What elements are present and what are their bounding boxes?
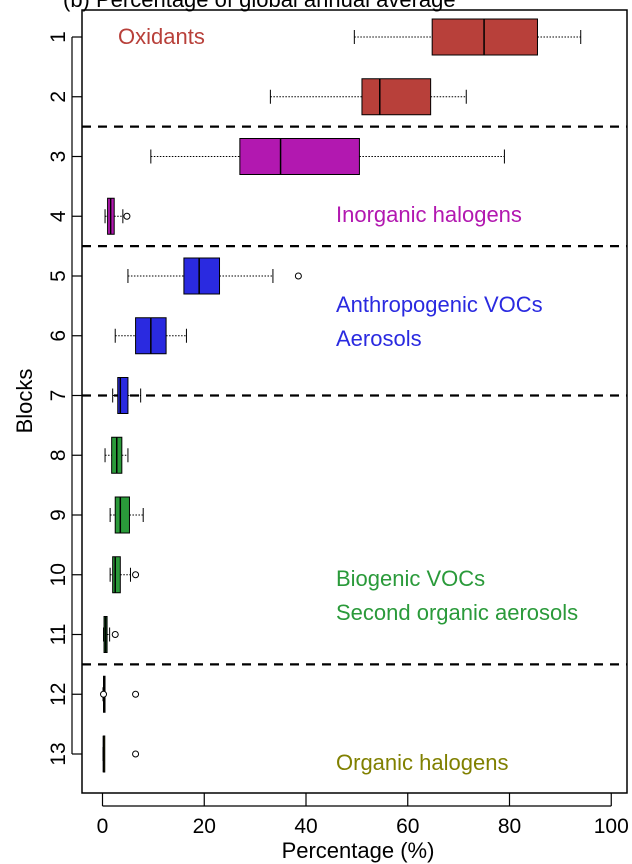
box-block-2 [269,78,467,116]
box-block-7 [112,377,142,414]
group-label: Anthropogenic VOCs [336,292,543,317]
box-iqr [183,257,221,295]
y-axis-label: Blocks [12,369,37,434]
group-label: Inorganic halogens [336,202,522,227]
box-block-10 [109,556,140,594]
x-tick-label: 60 [396,815,419,838]
box-block-12 [100,675,140,713]
group-separators [82,125,627,666]
y-tick-label: 12 [47,683,70,706]
y-tick-label: 1 [47,31,70,43]
y-tick-label: 4 [47,210,70,222]
group-label: Aerosols [336,326,422,351]
box-block-13 [102,735,140,773]
x-tick-label: 80 [498,815,521,838]
y-tick-label: 5 [47,270,70,282]
box-block-11 [103,616,119,653]
y-tick-label: 6 [47,330,70,342]
outlier-point [111,631,119,638]
group-label: Organic halogens [336,750,508,775]
x-axis: 0 20 40 60 80 100 [97,793,629,838]
y-tick-label: 8 [47,449,70,461]
x-axis-label: Percentage (%) [282,838,435,863]
box-block-9 [109,496,144,534]
box-iqr [117,377,129,414]
box-block-3 [150,138,505,175]
box-block-4 [104,197,131,235]
group-label: Biogenic VOCs [336,566,485,591]
outlier-point [100,690,108,698]
box-iqr [361,78,432,116]
y-tick-label: 3 [47,151,70,163]
chart-title: (b) Percentage of global annual average [63,0,456,12]
box-block-5 [127,257,302,295]
y-tick-label: 2 [47,91,70,103]
plot-frame [81,9,628,794]
x-tick-label: 40 [294,815,317,838]
outlier-point [294,272,302,280]
box-iqr [114,496,130,534]
box-iqr [431,18,538,56]
y-tick-label: 9 [47,509,70,521]
box-iqr [112,556,121,594]
y-tick-label: 7 [47,390,70,402]
box-iqr [239,138,360,175]
outlier-point [123,212,131,220]
box-block-1 [353,18,582,56]
box-block-6 [114,317,187,355]
x-tick-label: 0 [97,815,109,838]
y-tick-label: 13 [47,742,70,765]
outlier-point [132,750,140,758]
outlier-point [132,690,140,698]
y-tick-label: 10 [47,563,70,586]
x-tick-label: 20 [193,815,216,838]
group-label: Oxidants [118,24,205,49]
group-labels: Oxidants Inorganic halogens Anthropogenic … [118,24,578,775]
boxes-layer [100,18,582,773]
y-tick-label: 11 [47,624,70,646]
x-tick-label: 100 [594,815,629,838]
outlier-point [132,571,140,579]
box-block-8 [104,436,129,474]
group-label: Second organic aerosols [336,600,578,625]
